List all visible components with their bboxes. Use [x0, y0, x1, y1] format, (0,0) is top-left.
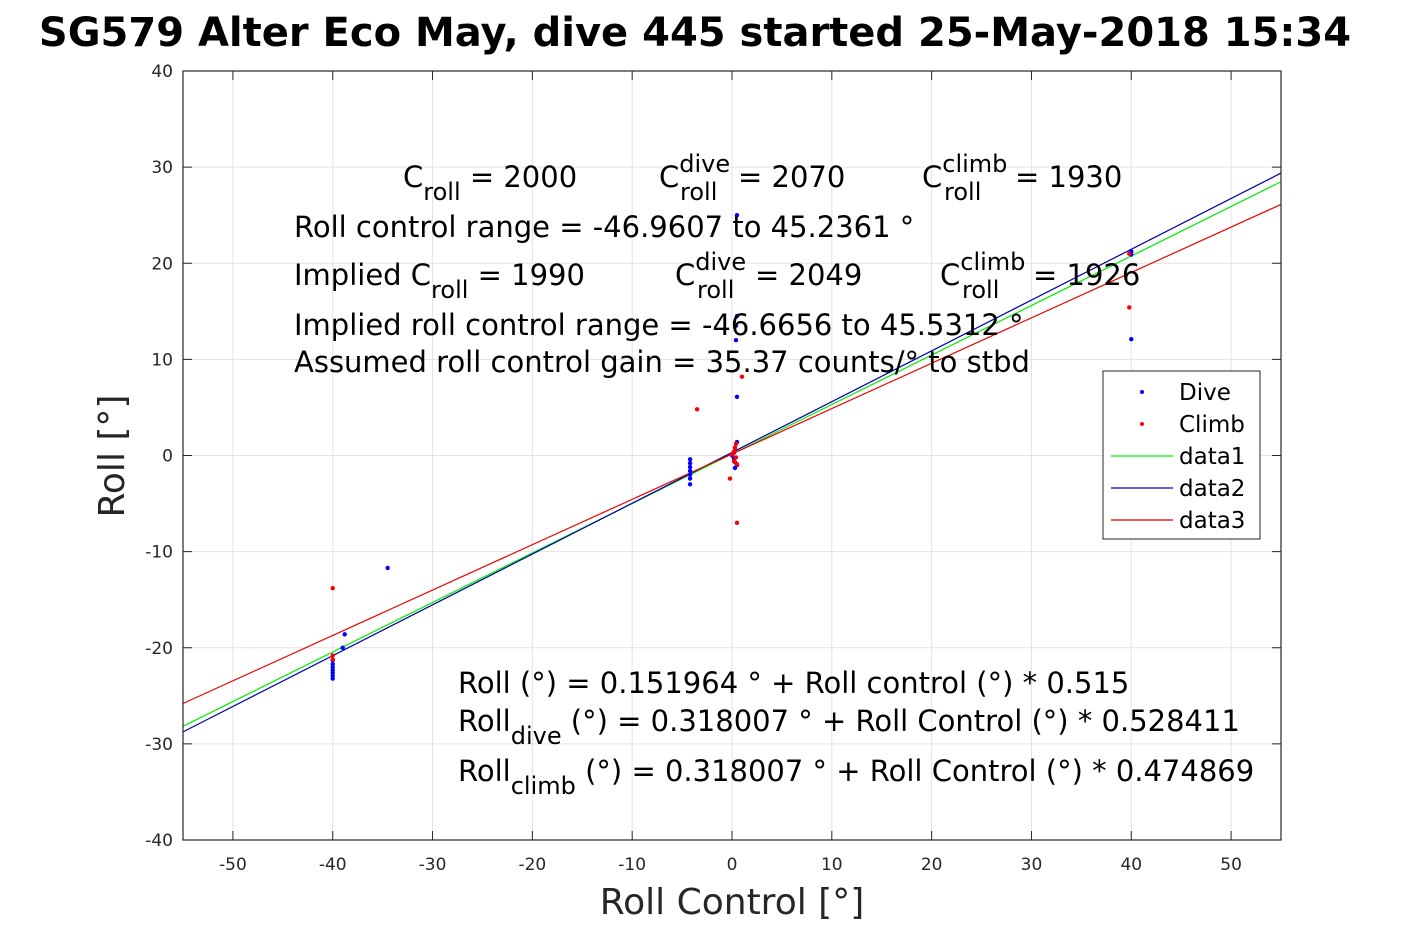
annotation-c-roll-climb-value: = 1930 [1015, 160, 1122, 194]
data-point-dive [734, 212, 740, 218]
data-point-dive [1129, 336, 1134, 342]
y-axis-label: Roll [°] [92, 395, 133, 518]
x-tick-label: 30 [1021, 855, 1043, 875]
y-tick-label: 30 [151, 158, 173, 178]
annotation-implied-range: Implied roll control range = -46.6656 to… [294, 308, 1024, 342]
data-point-climb [731, 459, 737, 464]
annotation-implied-c-roll-dive-value: = 2049 [755, 258, 862, 292]
data-points [330, 212, 1134, 681]
data-point-dive [687, 482, 693, 487]
legend-marker-climb [1140, 422, 1144, 426]
annotation-implied-c-roll-climb: Cclimb [940, 248, 1025, 292]
y-tick-labels: -40 -30 -20 -10 0 10 20 30 40 [145, 62, 173, 851]
x-tick-label: 20 [921, 855, 943, 875]
x-tick-labels: -50 -40 -30 -20 -10 0 10 20 30 40 50 [219, 855, 1242, 875]
y-tick-label: -40 [145, 831, 173, 851]
legend-label-data2: data2 [1179, 476, 1245, 502]
x-tick-label: -40 [319, 855, 347, 875]
annotation-c-roll-dive-sub: roll [680, 178, 717, 206]
legend-label-climb: Climb [1179, 412, 1245, 438]
data-point-climb [729, 452, 735, 457]
data-point-climb [732, 445, 738, 451]
annotation-c-roll-climb: Cclimb [922, 150, 1007, 194]
legend: Dive Climb data1 data2 data3 [1102, 370, 1261, 540]
data-point-dive [330, 676, 335, 681]
data-point-dive [687, 468, 693, 474]
data-point-climb [734, 520, 740, 525]
y-tick-label: 40 [151, 62, 173, 82]
y-tick-label: 10 [151, 350, 173, 370]
x-tick-label: 0 [727, 855, 738, 875]
data-point-dive [687, 476, 693, 481]
data-point-dive [734, 313, 740, 319]
chart-title: SG579 Alter Eco May, dive 445 started 25… [39, 10, 1351, 56]
legend-label-data3: data3 [1179, 508, 1245, 534]
annotation-fit-dive: Rolldive (°) = 0.318007 ° + Roll Control… [458, 704, 1240, 750]
data-point-climb [1127, 251, 1132, 256]
x-tick-label: 10 [821, 855, 843, 875]
annotation-c-roll: Croll = 2000 [403, 160, 577, 206]
annotation-control-range: Roll control range = -46.9607 to 45.2361… [294, 210, 914, 244]
data-point-dive [687, 460, 693, 466]
legend-marker-dive [1140, 390, 1144, 394]
data-point-dive [687, 464, 693, 470]
y-tick-label: -10 [145, 543, 173, 563]
data-point-climb [733, 441, 739, 447]
annotation-implied-c-roll-dive: Cdive [675, 248, 746, 292]
legend-box [1102, 370, 1261, 540]
x-tick-label: 40 [1120, 855, 1142, 875]
data-point-dive [385, 565, 390, 571]
x-tick-label: -30 [419, 855, 447, 875]
data-point-dive [342, 632, 347, 637]
data-point-dive [687, 457, 693, 462]
annotation-c-roll-climb-sub: roll [944, 178, 981, 206]
data-point-climb [694, 407, 700, 412]
annotation-implied-c-roll-dive-sub: roll [697, 276, 734, 304]
data-point-climb [330, 657, 335, 662]
data-point-dive [687, 472, 693, 477]
data-point-climb [1127, 305, 1132, 310]
x-tick-label: -10 [618, 855, 646, 875]
y-tick-label: -30 [145, 735, 173, 755]
annotation-c-roll-dive: Cdive [659, 150, 730, 194]
x-tick-label: 50 [1220, 855, 1242, 875]
x-tick-label: -50 [219, 855, 247, 875]
data-point-climb [734, 461, 740, 467]
annotation-fit-climb: Rollclimb (°) = 0.318007 ° + Roll Contro… [458, 754, 1254, 800]
annotation-implied-c-roll-climb-value: = 1926 [1033, 258, 1140, 292]
annotation-implied-c-roll: Implied Croll = 1990 [294, 258, 585, 304]
data-point-dive [340, 645, 345, 650]
ticks [183, 70, 1281, 841]
data-point-dive [733, 337, 739, 343]
data-point-climb [330, 585, 335, 591]
annotation-fit-all: Roll (°) = 0.151964 ° + Roll control (°)… [458, 666, 1129, 700]
annotation-gain: Assumed roll control gain = 35.37 counts… [294, 345, 1030, 379]
y-tick-label: 20 [151, 254, 173, 274]
legend-label-data1: data1 [1179, 444, 1245, 470]
x-axis-label: Roll Control [°] [600, 882, 865, 923]
y-tick-label: 0 [162, 447, 173, 467]
data-point-climb [727, 476, 733, 481]
annotation-implied-c-roll-climb-sub: roll [962, 276, 999, 304]
data-point-climb [733, 455, 739, 460]
data-point-climb [330, 653, 335, 658]
data-point-climb [739, 374, 745, 379]
legend-label-dive: Dive [1179, 380, 1231, 406]
data-point-dive [733, 323, 739, 328]
data-point-dive [732, 465, 738, 471]
data-point-dive [734, 394, 740, 400]
annotation-c-roll-dive-value: = 2070 [738, 160, 845, 194]
y-tick-label: -20 [145, 639, 173, 659]
x-tick-label: -20 [518, 855, 546, 875]
